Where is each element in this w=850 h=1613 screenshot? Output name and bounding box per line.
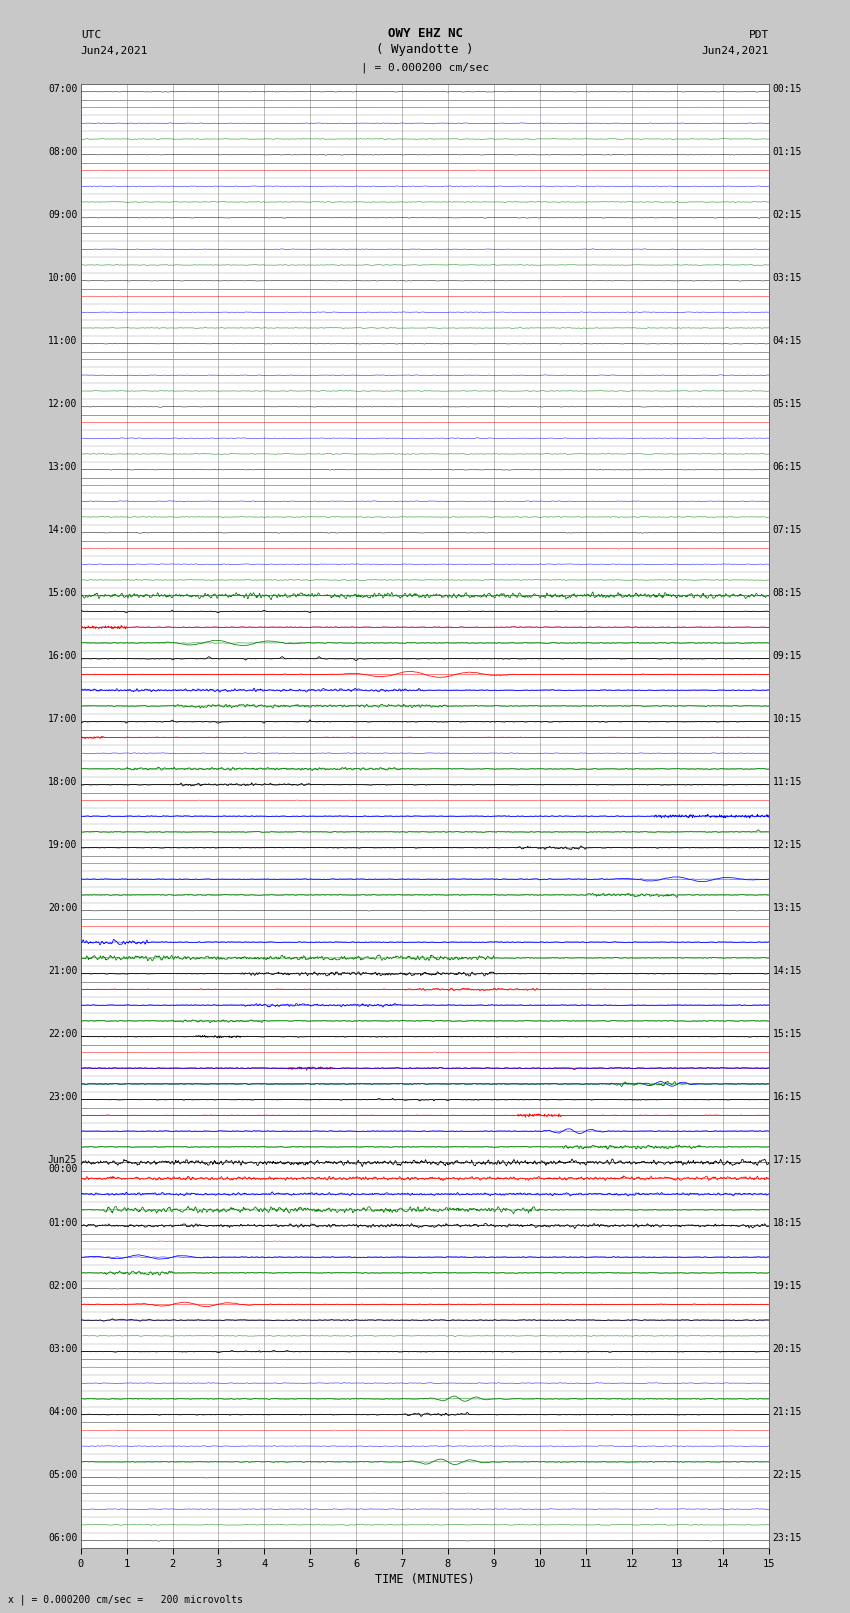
Text: 14:15: 14:15	[773, 966, 802, 976]
Text: 02:15: 02:15	[773, 210, 802, 219]
Text: 02:00: 02:00	[48, 1281, 77, 1290]
Text: 14:00: 14:00	[48, 524, 77, 536]
Text: 03:15: 03:15	[773, 273, 802, 282]
Text: 19:00: 19:00	[48, 840, 77, 850]
Text: 01:15: 01:15	[773, 147, 802, 156]
Text: 09:15: 09:15	[773, 650, 802, 661]
Text: 21:00: 21:00	[48, 966, 77, 976]
Text: PDT: PDT	[749, 31, 769, 40]
Text: 12:00: 12:00	[48, 398, 77, 408]
Text: 04:15: 04:15	[773, 336, 802, 345]
Text: 11:15: 11:15	[773, 777, 802, 787]
Text: 22:00: 22:00	[48, 1029, 77, 1039]
Text: x | = 0.000200 cm/sec =   200 microvolts: x | = 0.000200 cm/sec = 200 microvolts	[8, 1594, 243, 1605]
Text: Jun25: Jun25	[48, 1155, 77, 1165]
Text: 20:00: 20:00	[48, 903, 77, 913]
Text: 23:00: 23:00	[48, 1092, 77, 1102]
Text: 15:00: 15:00	[48, 587, 77, 598]
Text: 23:15: 23:15	[773, 1532, 802, 1542]
Text: 16:00: 16:00	[48, 650, 77, 661]
Text: 17:00: 17:00	[48, 715, 77, 724]
Text: 07:00: 07:00	[48, 84, 77, 94]
X-axis label: TIME (MINUTES): TIME (MINUTES)	[375, 1573, 475, 1586]
Text: OWY EHZ NC: OWY EHZ NC	[388, 27, 462, 40]
Text: 05:00: 05:00	[48, 1469, 77, 1479]
Text: 09:00: 09:00	[48, 210, 77, 219]
Text: 13:15: 13:15	[773, 903, 802, 913]
Text: | = 0.000200 cm/sec: | = 0.000200 cm/sec	[361, 61, 489, 73]
Text: 05:15: 05:15	[773, 398, 802, 408]
Text: 07:15: 07:15	[773, 524, 802, 536]
Text: 11:00: 11:00	[48, 336, 77, 345]
Text: 21:15: 21:15	[773, 1407, 802, 1416]
Text: 15:15: 15:15	[773, 1029, 802, 1039]
Text: 06:00: 06:00	[48, 1532, 77, 1542]
Text: Jun24,2021: Jun24,2021	[81, 47, 148, 56]
Text: 10:00: 10:00	[48, 273, 77, 282]
Text: 17:15: 17:15	[773, 1155, 802, 1165]
Text: UTC: UTC	[81, 31, 101, 40]
Text: 20:15: 20:15	[773, 1344, 802, 1353]
Text: 06:15: 06:15	[773, 461, 802, 473]
Text: Jun24,2021: Jun24,2021	[702, 47, 769, 56]
Text: ( Wyandotte ): ( Wyandotte )	[377, 44, 473, 56]
Text: 22:15: 22:15	[773, 1469, 802, 1479]
Text: 08:15: 08:15	[773, 587, 802, 598]
Text: 08:00: 08:00	[48, 147, 77, 156]
Text: 16:15: 16:15	[773, 1092, 802, 1102]
Text: 10:15: 10:15	[773, 715, 802, 724]
Text: 04:00: 04:00	[48, 1407, 77, 1416]
Text: 01:00: 01:00	[48, 1218, 77, 1227]
Text: 13:00: 13:00	[48, 461, 77, 473]
Text: 00:15: 00:15	[773, 84, 802, 94]
Text: 12:15: 12:15	[773, 840, 802, 850]
Text: 18:15: 18:15	[773, 1218, 802, 1227]
Text: 00:00: 00:00	[48, 1163, 77, 1174]
Text: 18:00: 18:00	[48, 777, 77, 787]
Text: 19:15: 19:15	[773, 1281, 802, 1290]
Text: 03:00: 03:00	[48, 1344, 77, 1353]
